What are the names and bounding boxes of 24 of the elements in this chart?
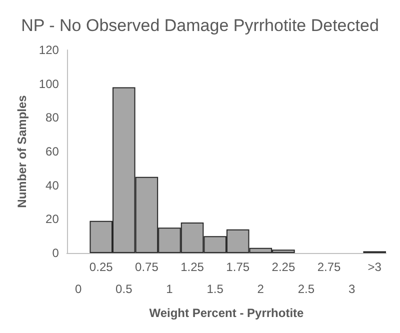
x-tick-label: 1.25 xyxy=(180,260,204,274)
chart-title: NP - No Observed Damage Pyrrhotite Detected xyxy=(21,16,379,35)
x-tick-label: 1 xyxy=(166,282,174,296)
y-tick-label: 120 xyxy=(38,43,60,57)
x-tick-label: 2.25 xyxy=(272,260,296,274)
x-tick-label: 1.5 xyxy=(206,282,224,296)
x-axis-title: Weight Percent - Pyrrhotite xyxy=(149,306,304,320)
y-tick-label: 40 xyxy=(46,178,60,192)
y-tick-label: 0 xyxy=(52,246,60,260)
x-tick-label: 2 xyxy=(257,282,264,296)
x-tick-label: 0.75 xyxy=(135,260,159,274)
x-tick-label: 1.75 xyxy=(226,260,250,274)
x-tick-label: 3 xyxy=(348,282,356,296)
x-tick-label: 2.5 xyxy=(298,282,315,296)
x-tick-label: >3 xyxy=(368,260,382,274)
y-tick-label: 60 xyxy=(46,144,60,158)
y-tick-label: 100 xyxy=(38,76,60,91)
x-tick-label: 0.25 xyxy=(89,260,114,274)
y-axis-title: Number of Samples xyxy=(15,94,29,208)
x-tick-label: 0.5 xyxy=(116,282,133,296)
y-tick-label: 80 xyxy=(46,110,60,125)
y-tick-label: 20 xyxy=(46,212,60,226)
x-tick-label: 2.75 xyxy=(317,260,342,274)
x-tick-label: 0 xyxy=(74,282,82,296)
